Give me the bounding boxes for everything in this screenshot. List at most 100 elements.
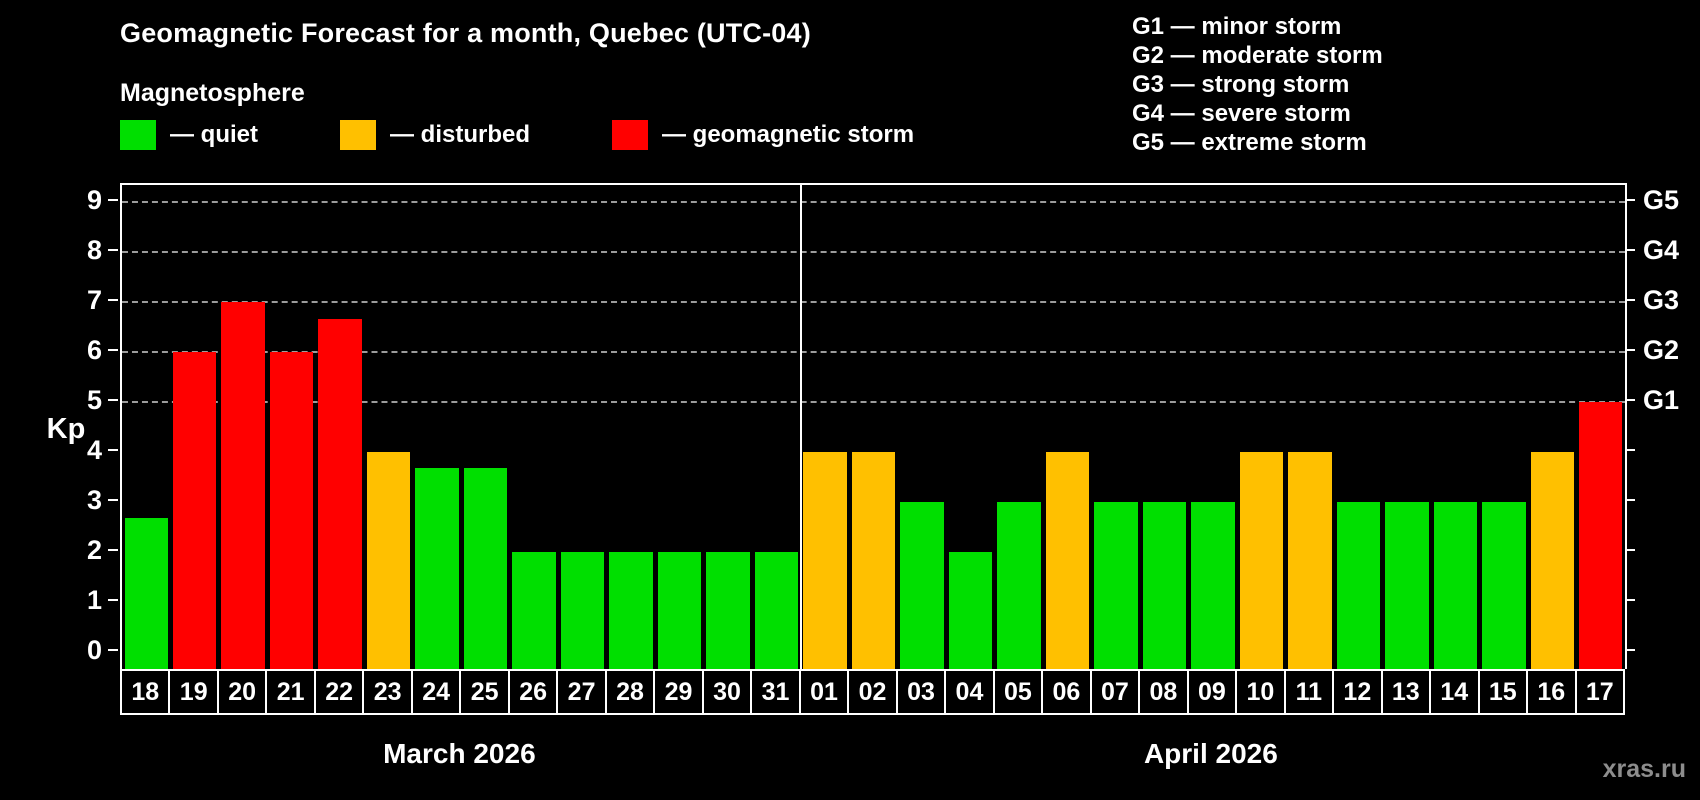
storm-swatch	[612, 120, 648, 150]
y-axis-label-1: 1	[86, 584, 102, 615]
g-level-label-g1: G1	[1643, 385, 1680, 416]
kp-bar-april-01	[803, 451, 847, 669]
date-cell-13: 13	[1380, 669, 1432, 715]
kp-bar-march-19	[172, 352, 217, 669]
date-cell-21: 21	[265, 669, 316, 715]
date-cell-01: 01	[798, 669, 850, 715]
date-cell-19: 19	[168, 669, 219, 715]
kp-bar-april-06	[1045, 451, 1090, 669]
storm-scale-line-g1: G1 — minor storm	[1132, 13, 1342, 40]
date-cell-04: 04	[944, 669, 995, 715]
legend-item-storm: — geomagnetic storm	[612, 119, 914, 151]
date-cell-20: 20	[216, 669, 268, 715]
kp-bar-april-13	[1385, 501, 1429, 669]
y-axis-label-3: 3	[86, 484, 102, 515]
y-axis-tick-left-8	[108, 249, 118, 252]
y-axis-label-5: 5	[86, 385, 102, 416]
page-title: Geomagnetic Forecast for a month, Quebec…	[120, 18, 811, 48]
y-axis-tick-left-5	[108, 399, 118, 402]
quiet-swatch	[120, 120, 156, 150]
kp-bar-april-03	[900, 501, 944, 669]
y-axis-tick-right-0	[1625, 648, 1635, 651]
y-axis-tick-left-6	[108, 349, 118, 352]
date-cell-31: 31	[750, 669, 801, 715]
y-axis-tick-right-5	[1625, 399, 1635, 402]
kp-bar-april-08	[1142, 501, 1187, 669]
month-label-march: March 2026	[383, 738, 536, 769]
y-axis-tick-left-0	[108, 648, 118, 651]
kp-bar-march-26	[512, 551, 556, 669]
y-axis-tick-right-8	[1625, 249, 1635, 252]
kp-bar-march-23	[366, 451, 411, 669]
y-axis-tick-left-2	[108, 548, 118, 551]
y-axis-tick-right-6	[1625, 349, 1635, 352]
date-cell-10: 10	[1235, 669, 1286, 715]
kp-bar-march-21	[269, 352, 314, 669]
kp-bar-april-09	[1191, 501, 1235, 669]
gridline-g5	[122, 201, 1625, 204]
kp-bar-april-07	[1094, 501, 1138, 669]
date-cell-24: 24	[410, 669, 462, 715]
kp-bar-march-31	[754, 551, 799, 669]
g-level-label-g2: G2	[1643, 335, 1680, 366]
kp-bar-march-22	[318, 318, 362, 669]
legend-label-quiet: — quiet	[170, 121, 258, 148]
y-axis-label-7: 7	[86, 285, 102, 316]
y-axis-tick-left-9	[108, 199, 118, 202]
kp-bar-april-04	[948, 551, 993, 669]
legend-item-quiet: — quiet	[120, 119, 258, 151]
date-cell-15: 15	[1477, 669, 1529, 715]
storm-scale-legend: G1 — minor storm G2 — moderate storm G3 — …	[1132, 12, 1383, 157]
y-axis-label-0: 0	[86, 634, 102, 665]
y-axis-tick-right-2	[1625, 548, 1635, 551]
storm-scale-line-g5: G5 — extreme storm	[1132, 129, 1367, 156]
g-level-label-g5: G5	[1643, 185, 1680, 216]
kp-bar-march-24	[415, 468, 459, 669]
y-axis-tick-right-1	[1625, 598, 1635, 601]
magnetosphere-label: Magnetosphere	[120, 79, 305, 107]
y-axis-tick-left-7	[108, 299, 118, 302]
y-axis-tick-left-1	[108, 598, 118, 601]
kp-bar-march-18	[124, 518, 168, 669]
kp-color-legend: — quiet — disturbed — geomagnetic storm	[120, 119, 1020, 151]
legend-label-storm: — geomagnetic storm	[662, 121, 915, 148]
y-axis-tick-right-9	[1625, 199, 1635, 202]
g-level-label-g4: G4	[1643, 235, 1680, 266]
date-cell-11: 11	[1283, 669, 1335, 715]
y-axis-label-2: 2	[86, 534, 102, 565]
legend-label-disturbed: — disturbed	[390, 121, 531, 148]
legend-item-disturbed: — disturbed	[340, 119, 530, 151]
date-cell-12: 12	[1332, 669, 1383, 715]
y-axis-label-8: 8	[86, 235, 102, 266]
date-cell-27: 27	[556, 669, 607, 715]
gridline-g4	[122, 251, 1625, 254]
kp-bar-march-28	[609, 551, 653, 669]
date-cell-16: 16	[1526, 669, 1577, 715]
date-cell-30: 30	[701, 669, 753, 715]
month-separator	[799, 185, 802, 669]
kp-bar-april-16	[1530, 451, 1574, 669]
y-axis-label-9: 9	[86, 185, 102, 216]
storm-scale-line-g2: G2 — moderate storm	[1132, 42, 1383, 69]
gridline-g2	[122, 351, 1625, 354]
date-cell-22: 22	[313, 669, 365, 715]
kp-bar-march-20	[221, 302, 265, 669]
kp-bar-april-14	[1433, 501, 1478, 669]
y-axis-tick-right-7	[1625, 299, 1635, 302]
kp-bar-march-29	[657, 551, 702, 669]
storm-scale-line-g4: G4 — severe storm	[1132, 100, 1351, 127]
date-cell-08: 08	[1138, 669, 1189, 715]
disturbed-swatch	[340, 120, 376, 150]
kp-bar-march-25	[463, 468, 508, 669]
y-axis-label-6: 6	[86, 335, 102, 366]
date-cell-29: 29	[653, 669, 704, 715]
date-cell-18: 18	[120, 669, 171, 715]
kp-bar-march-27	[560, 551, 605, 669]
date-cell-07: 07	[1089, 669, 1141, 715]
kp-bar-april-10	[1239, 451, 1284, 669]
y-axis-tick-right-3	[1625, 498, 1635, 501]
month-label-april: April 2026	[1143, 738, 1278, 769]
kp-bar-april-05	[997, 501, 1041, 669]
y-axis-title: Kp	[46, 413, 86, 445]
